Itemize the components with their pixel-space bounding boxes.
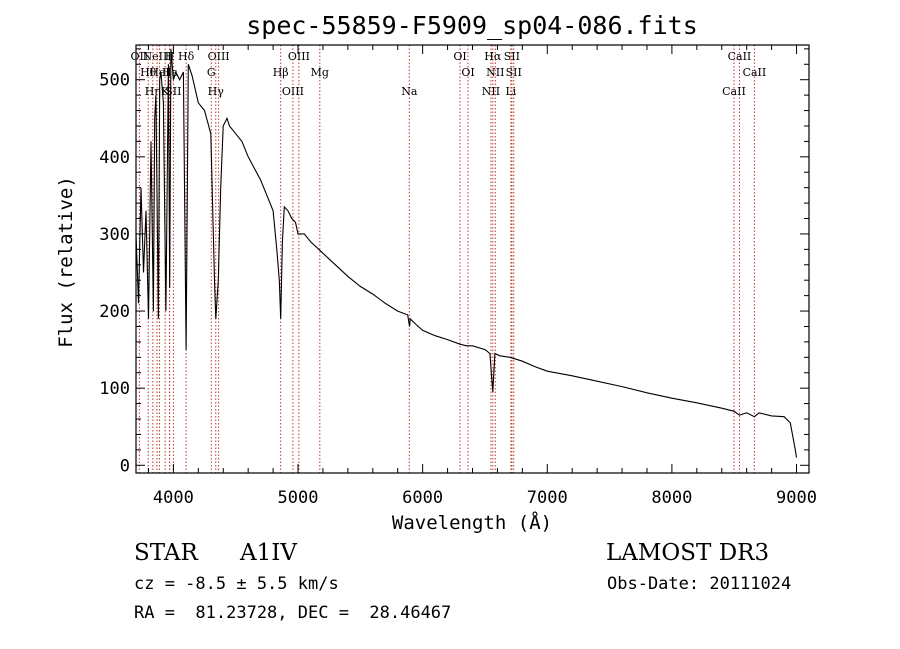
line-marker-label: HeI: [149, 66, 169, 79]
line-marker-label: OII: [131, 50, 149, 63]
x-tick-label: 5000: [278, 488, 319, 508]
line-marker-label: SII: [165, 85, 181, 98]
line-marker-label: Hθ: [140, 66, 157, 79]
line-marker-label: Hδ: [178, 50, 195, 63]
line-marker-label: NeIII: [142, 50, 171, 63]
line-marker-label: Hα: [484, 50, 502, 63]
y-axis: 0 100 200 300 400 500: [99, 48, 809, 476]
line-marker-label: Hβ: [273, 66, 289, 79]
line-marker-label: Hγ: [208, 85, 225, 98]
line-marker-label: Hη: [145, 85, 161, 98]
y-tick-label: 400: [99, 148, 130, 168]
x-axis: 4000 5000 6000 7000 8000 9000: [147, 45, 817, 508]
line-marker-label: OIII: [208, 50, 230, 63]
y-tick-label: 100: [99, 379, 130, 399]
line-marker-label: OI: [461, 66, 474, 79]
plot-frame: [135, 44, 810, 474]
line-marker-label: CaII: [722, 85, 746, 98]
coordinates: RA = 81.23728, DEC = 28.46467: [134, 603, 452, 623]
y-axis-label: Flux (relative): [55, 176, 77, 348]
line-marker-label: NII: [482, 85, 500, 98]
x-tick-label: 8000: [651, 488, 692, 508]
line-marker-label: OIII: [288, 50, 310, 63]
chart-title: spec-55859-F5909_sp04-086.fits: [246, 11, 698, 40]
emission-line-labels: OII Hθ Hη NeIII HeI K H Hε SII Hδ G Hγ OIII Hβ OIII OII…: [131, 50, 767, 98]
line-marker-label: CaII: [743, 66, 767, 79]
line-marker-label: H: [165, 50, 175, 63]
x-axis-label: Wavelength (Å): [392, 511, 552, 534]
line-marker-label: Mg: [311, 66, 329, 79]
y-tick-label: 0: [120, 456, 130, 476]
emission-line-markers: [138, 45, 755, 473]
line-marker-label: Na: [401, 85, 418, 98]
spectrum-series-line: [135, 48, 798, 458]
survey-name: LAMOST DR3: [606, 540, 770, 566]
line-marker-label: OI: [453, 50, 466, 63]
x-tick-label: 6000: [402, 488, 443, 508]
line-marker-label: CaII: [728, 50, 752, 63]
y-tick-label: 500: [99, 71, 130, 91]
line-marker-label: NII: [486, 66, 504, 79]
y-tick-label: 300: [99, 225, 130, 245]
line-marker-label: K: [161, 85, 170, 98]
redshift-value: cz = -8.5 ± 5.5 km/s: [134, 574, 339, 594]
observation-date: Obs-Date: 20111024: [607, 574, 792, 594]
line-marker-label: OIII: [282, 85, 304, 98]
line-marker-label: SII: [506, 66, 522, 79]
object-subclass: A1IV: [240, 540, 297, 566]
y-tick-label: 200: [99, 302, 130, 322]
line-marker-label: G: [207, 66, 216, 79]
line-marker-label: Hε: [162, 66, 178, 79]
line-marker-label: SII: [504, 50, 520, 63]
spectrum-chart: spec-55859-F5909_sp04-086.fits OII Hθ Hη Ne…: [55, 11, 817, 534]
x-tick-label: 9000: [776, 488, 817, 508]
object-type: STAR: [134, 540, 198, 566]
x-tick-label: 7000: [527, 488, 568, 508]
line-marker-label: Li: [505, 85, 516, 98]
x-tick-label: 4000: [153, 488, 194, 508]
